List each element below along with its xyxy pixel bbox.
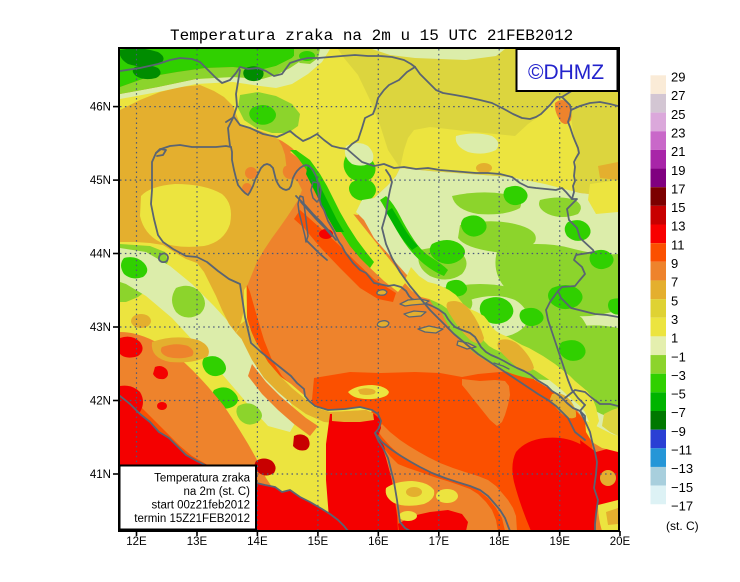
svg-text:−15: −15 [671, 480, 693, 495]
svg-text:27: 27 [671, 88, 685, 103]
svg-text:3: 3 [671, 312, 678, 327]
svg-text:13E: 13E [187, 536, 208, 548]
svg-text:9: 9 [671, 256, 678, 271]
svg-text:na 2m (st. C): na 2m (st. C) [184, 486, 251, 498]
svg-text:−1: −1 [671, 349, 686, 364]
svg-text:19E: 19E [549, 536, 570, 548]
svg-text:−7: −7 [671, 405, 686, 420]
svg-text:12E: 12E [126, 536, 147, 548]
svg-text:18E: 18E [489, 536, 510, 548]
svg-text:−11: −11 [671, 443, 692, 458]
svg-text:42N: 42N [90, 396, 111, 408]
svg-text:17: 17 [671, 181, 685, 196]
svg-text:−9: −9 [671, 424, 686, 439]
svg-text:44N: 44N [90, 249, 111, 261]
svg-text:13: 13 [671, 219, 685, 234]
svg-text:−5: −5 [671, 387, 686, 402]
svg-text:11: 11 [671, 237, 685, 252]
svg-text:41N: 41N [90, 469, 111, 481]
svg-text:23: 23 [671, 126, 685, 141]
svg-text:7: 7 [671, 275, 678, 290]
svg-text:−13: −13 [671, 461, 693, 476]
svg-text:25: 25 [671, 107, 685, 122]
svg-text:(st. C): (st. C) [666, 519, 699, 533]
svg-text:15: 15 [671, 200, 685, 215]
svg-text:17E: 17E [429, 536, 450, 548]
svg-text:14E: 14E [247, 536, 268, 548]
svg-text:16E: 16E [368, 536, 389, 548]
svg-text:−3: −3 [671, 368, 686, 383]
svg-text:21: 21 [671, 144, 685, 159]
svg-text:5: 5 [671, 293, 678, 308]
svg-text:start 00z21feb2012: start 00z21feb2012 [152, 500, 250, 512]
svg-text:©DHMZ: ©DHMZ [528, 61, 604, 84]
svg-text:46N: 46N [90, 102, 111, 114]
svg-text:Temperatura zraka: Temperatura zraka [154, 473, 250, 485]
svg-text:29: 29 [671, 70, 685, 85]
svg-text:43N: 43N [90, 322, 111, 334]
svg-text:1: 1 [671, 331, 678, 346]
svg-text:Temperatura zraka na 2m u 15 U: Temperatura zraka na 2m u 15 UTC 21FEB20… [170, 27, 573, 45]
svg-text:termin 15Z21FEB2012: termin 15Z21FEB2012 [134, 513, 250, 525]
svg-text:19: 19 [671, 163, 685, 178]
svg-text:20E: 20E [610, 536, 631, 548]
svg-text:45N: 45N [90, 175, 111, 187]
svg-text:−17: −17 [671, 499, 693, 514]
svg-text:15E: 15E [308, 536, 329, 548]
